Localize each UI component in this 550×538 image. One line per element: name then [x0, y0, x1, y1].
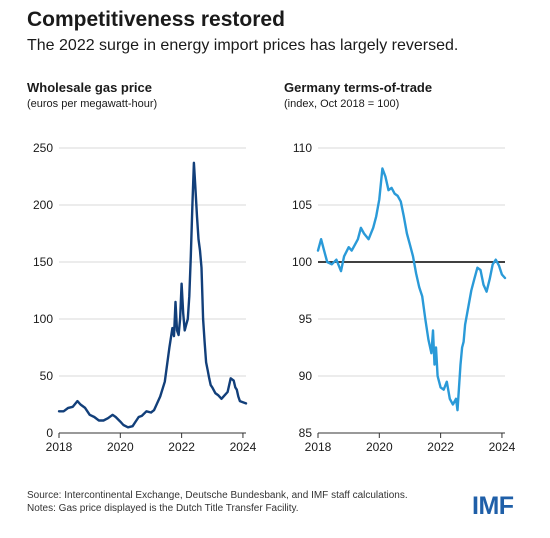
tot-series-line	[316, 167, 507, 412]
gas-series-line	[57, 161, 248, 429]
imf-logo: IMF	[472, 492, 514, 520]
tot-y-tick-label: 110	[293, 141, 312, 155]
gas-chart-subtitle: (euros per megawatt-hour)	[27, 98, 158, 110]
gas-y-tick-label: 200	[33, 198, 53, 212]
source-note: Source: Intercontinental Exchange, Deuts…	[27, 490, 408, 501]
tot-y-tick-label: 90	[299, 369, 313, 383]
tot-chart-subtitle: (index, Oct 2018 = 100)	[284, 98, 400, 110]
gas-x-tick-label: 2024	[230, 440, 257, 454]
tot-x-tick-label: 2022	[427, 440, 454, 454]
gas-chart-title: Wholesale gas price	[27, 80, 152, 95]
gas-y-tick-label: 250	[33, 141, 53, 155]
tot-y-tick-label: 105	[292, 198, 312, 212]
gas-y-tick-label: 150	[33, 255, 53, 269]
gas-y-tick-label: 50	[40, 369, 54, 383]
page-subtitle: The 2022 surge in energy import prices h…	[27, 37, 459, 54]
gas-x-tick-label: 2020	[107, 440, 134, 454]
gas-x-tick-label: 2022	[168, 440, 195, 454]
tot-chart-title: Germany terms-of-trade	[284, 80, 433, 95]
gas-x-tick-label: 2018	[46, 440, 73, 454]
tot-y-tick-label: 95	[299, 312, 313, 326]
gas-y-tick-label: 0	[46, 426, 53, 440]
tot-x-tick-label: 2024	[489, 440, 516, 454]
notes: Notes: Gas price displayed is the Dutch …	[27, 503, 299, 514]
tot-y-tick-label: 85	[299, 426, 313, 440]
gas-y-tick-label: 100	[33, 312, 53, 326]
tot-y-tick-label: 100	[292, 255, 312, 269]
page-title: Competitiveness restored	[27, 8, 285, 31]
tot-x-tick-label: 2020	[366, 440, 393, 454]
tot-x-tick-label: 2018	[305, 440, 332, 454]
